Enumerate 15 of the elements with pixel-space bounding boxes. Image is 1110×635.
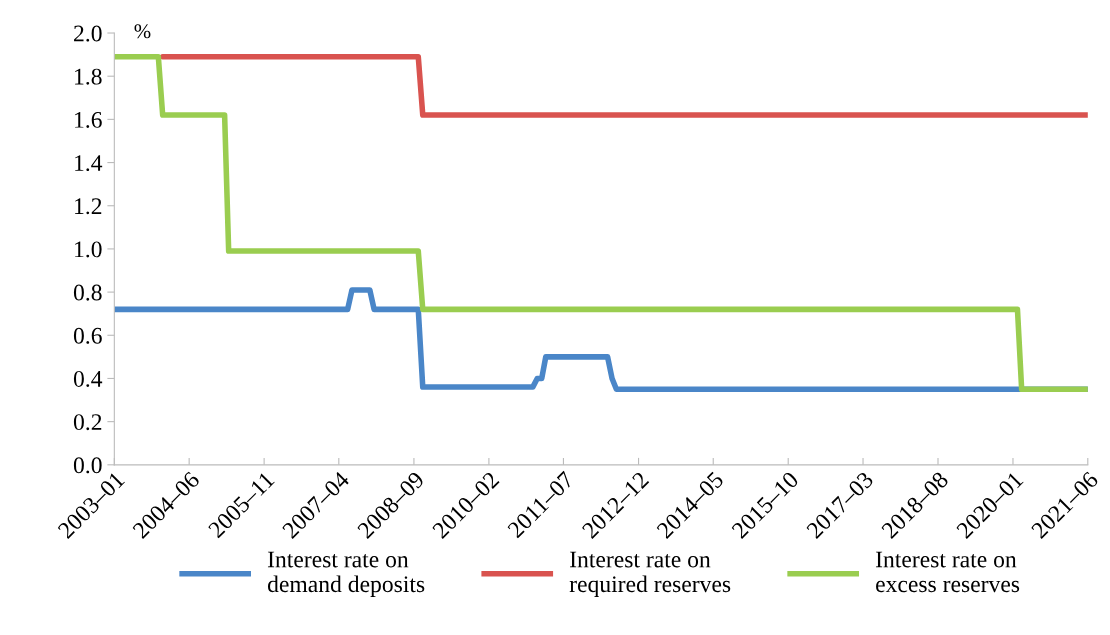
y-tick-label: 0.6 [73,327,102,344]
legend-label: Interest rate on required reserves [569,551,731,597]
legend-label: Interest rate on excess reserves [875,551,1020,593]
y-tick-label: 1.2 [75,198,102,215]
y-axis-title: % [134,24,151,39]
y-tick-label: 1.6 [75,111,102,128]
y-tick-label: 1.4 [75,155,103,172]
y-tick-label: 0.2 [73,414,102,431]
y-tick-label: 1.0 [75,241,102,258]
y-tick-label: 2.0 [74,25,102,42]
y-tick-label: 1.8 [75,68,102,85]
legend-label: Interest rate on demand deposits [267,551,425,597]
y-tick-label: 0.4 [73,370,103,387]
y-tick-label: 0.0 [73,457,102,474]
y-tick-label: 0.8 [73,284,102,301]
